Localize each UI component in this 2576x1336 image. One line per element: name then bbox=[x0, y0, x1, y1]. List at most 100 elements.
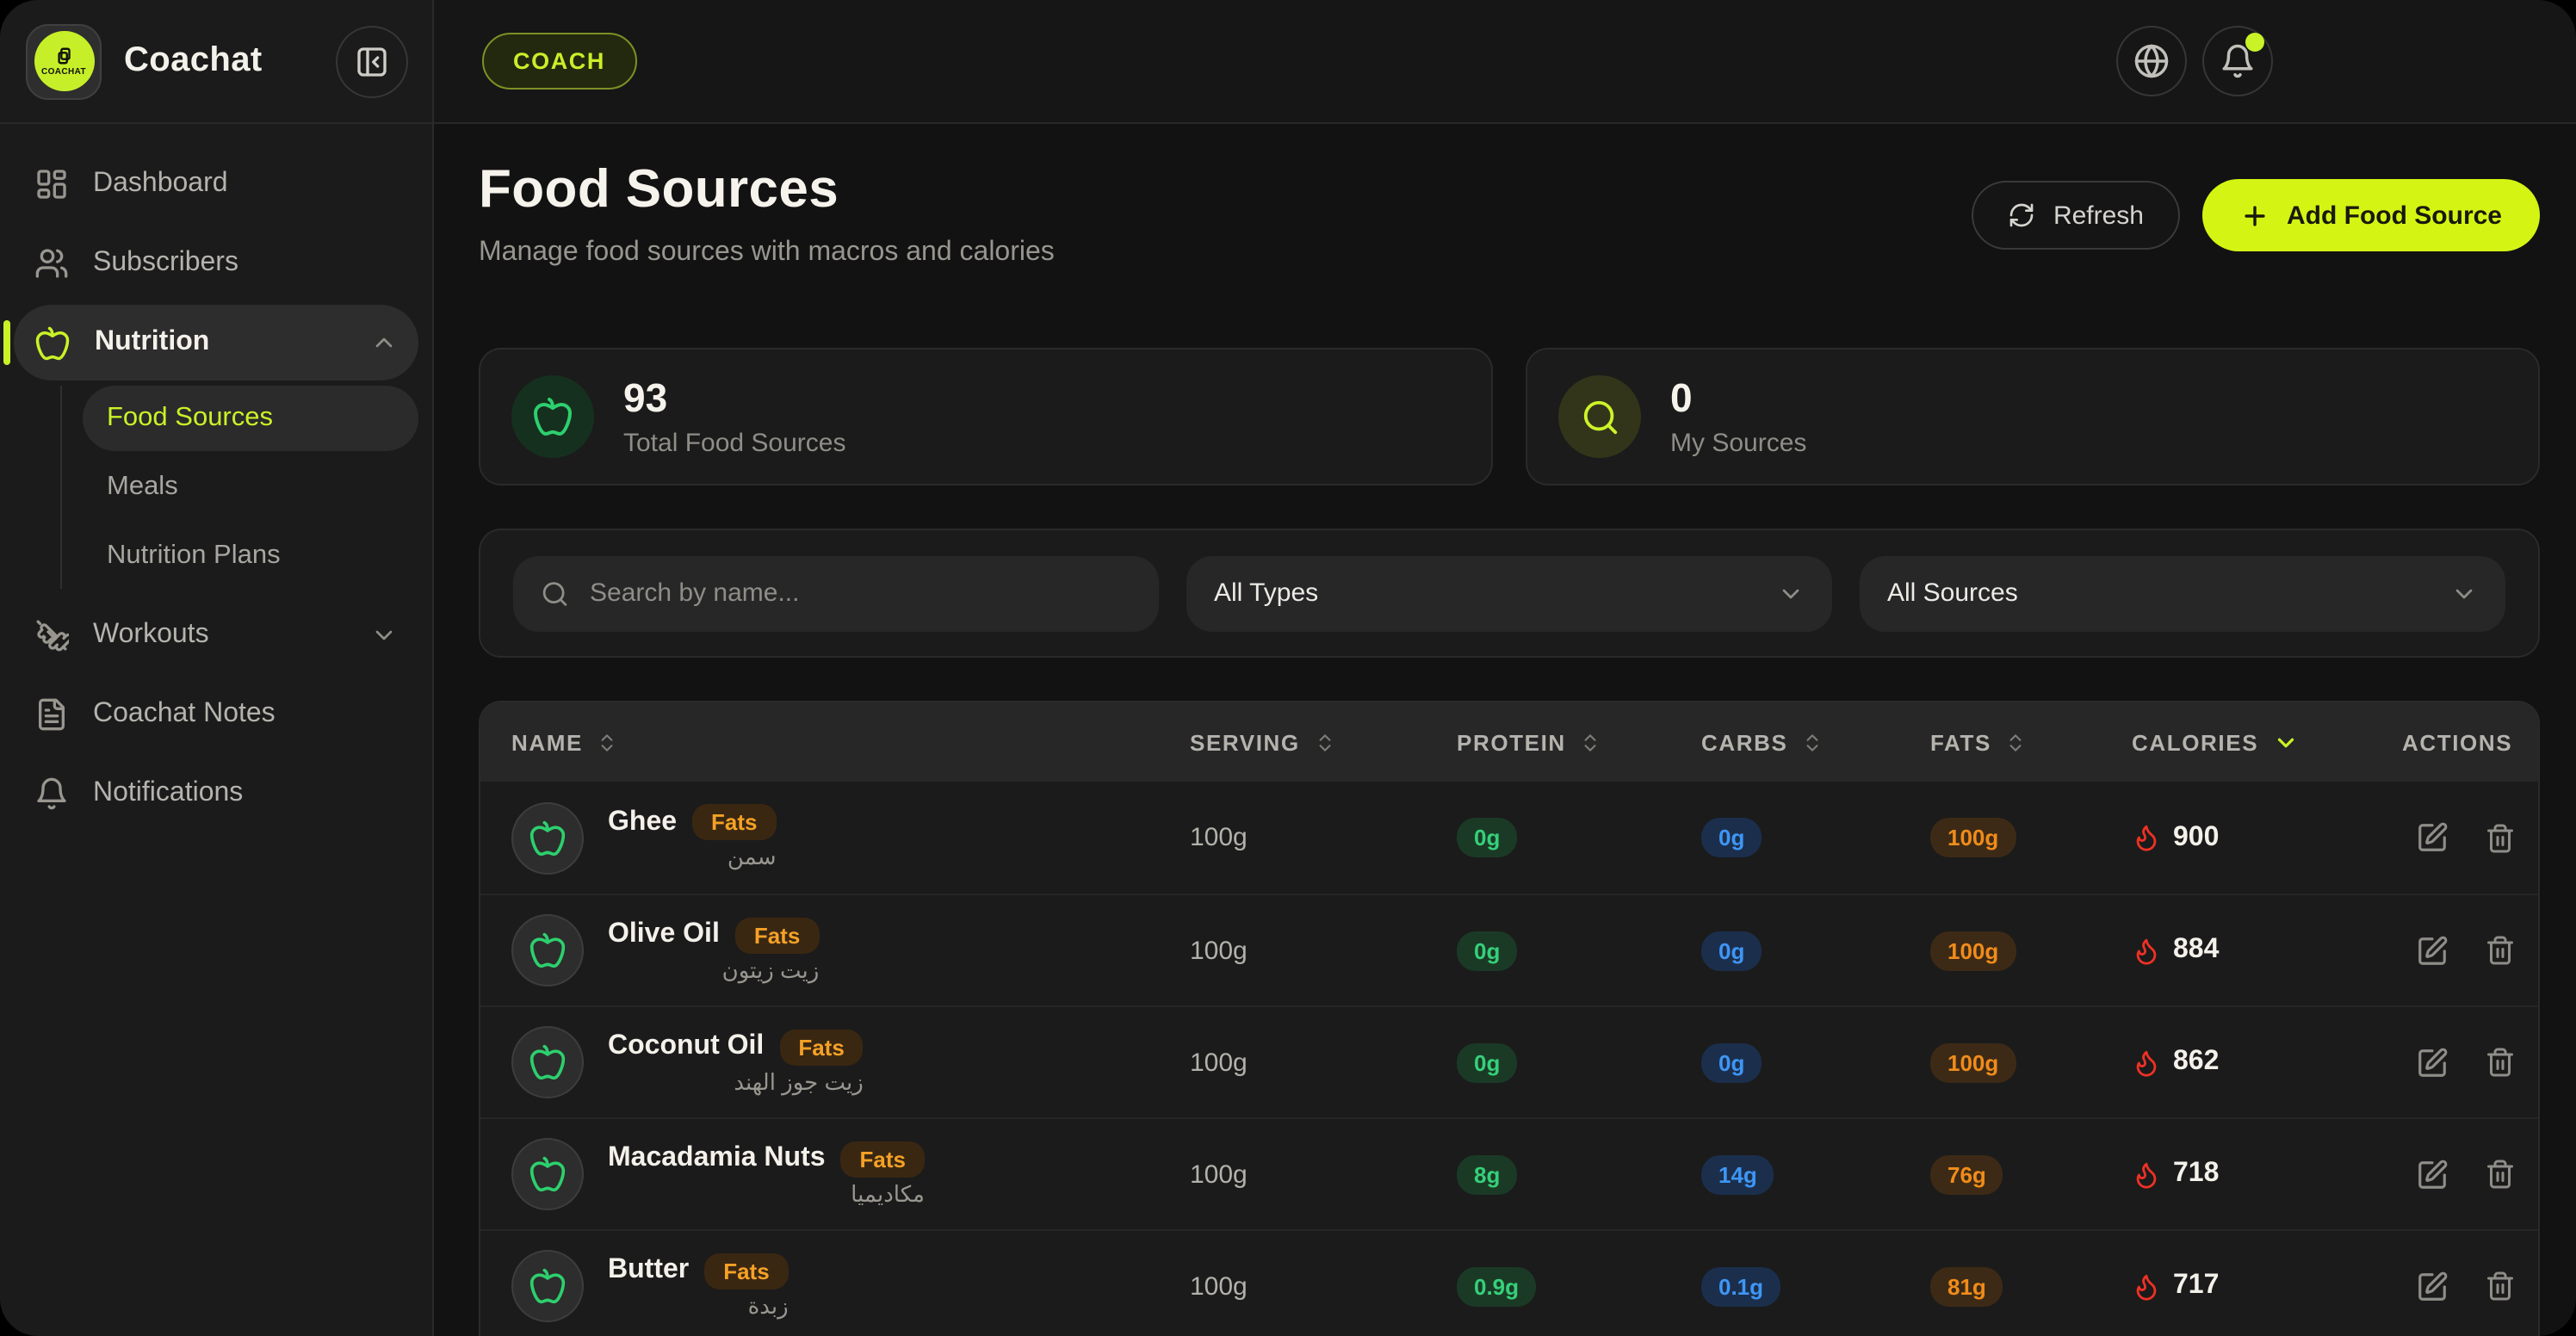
table-row[interactable]: Macadamia Nuts Fats مكاديميا 100g 8g 14g… bbox=[480, 1117, 2538, 1229]
page-header: Food Sources Manage food sources with ma… bbox=[479, 158, 2540, 269]
protein-cell: 8g bbox=[1457, 1154, 1701, 1194]
delete-button[interactable] bbox=[2485, 1159, 2516, 1190]
trash-icon bbox=[2487, 823, 2513, 852]
carbs-cell: 0g bbox=[1701, 1042, 1930, 1082]
sort-icon bbox=[1580, 731, 1602, 753]
sort-icon bbox=[597, 731, 619, 753]
fats-badge: 100g bbox=[1930, 1042, 2016, 1082]
sidebar: COACHAT Coachat Dashboard Su bbox=[0, 0, 434, 1336]
sidebar-item-label: Workouts bbox=[93, 620, 209, 649]
sidebar-item-meals[interactable]: Meals bbox=[83, 455, 418, 520]
sidebar-item-food-sources[interactable]: Food Sources bbox=[83, 386, 418, 451]
search-input[interactable] bbox=[590, 578, 1131, 608]
edit-pencil-icon bbox=[2418, 822, 2448, 851]
chevron-down-icon bbox=[370, 622, 398, 649]
row-actions bbox=[2402, 1158, 2516, 1191]
apple-icon bbox=[34, 325, 71, 361]
edit-pencil-icon bbox=[2418, 935, 2448, 964]
food-name-line: Coconut Oil Fats bbox=[608, 1029, 864, 1065]
column-header-name[interactable]: NAME bbox=[511, 729, 1190, 755]
language-button[interactable] bbox=[2116, 26, 2187, 96]
column-header-carbs[interactable]: CARBS bbox=[1701, 729, 1930, 755]
column-label: CARBS bbox=[1701, 729, 1788, 755]
food-avatar bbox=[511, 1250, 584, 1322]
column-header-calories[interactable]: CALORIES bbox=[2132, 729, 2402, 755]
food-name: Ghee bbox=[608, 807, 678, 836]
sidebar-item-coachat-notes[interactable]: Coachat Notes bbox=[14, 677, 418, 752]
edit-pencil-icon bbox=[2418, 1047, 2448, 1076]
calories-value: 884 bbox=[2173, 935, 2220, 964]
food-name-block: Ghee Fats سمن bbox=[608, 804, 777, 871]
stat-text: 93 Total Food Sources bbox=[623, 375, 846, 458]
protein-badge: 0.9g bbox=[1457, 1266, 1537, 1306]
carbs-badge: 14g bbox=[1701, 1154, 1774, 1194]
chevron-up-icon bbox=[370, 329, 398, 356]
edit-button[interactable] bbox=[2416, 1270, 2449, 1302]
table-row[interactable]: Coconut Oil Fats زيت جوز الهند 100g 0g 0… bbox=[480, 1005, 2538, 1117]
edit-button[interactable] bbox=[2416, 1158, 2449, 1191]
column-header-protein[interactable]: PROTEIN bbox=[1457, 729, 1701, 755]
role-badge: COACH bbox=[482, 33, 636, 90]
apple-icon bbox=[529, 1156, 566, 1192]
sidebar-item-notifications[interactable]: Notifications bbox=[14, 756, 418, 832]
table-row[interactable]: Butter Fats زبدة 100g 0.9g 0.1g 81g 717 bbox=[480, 1229, 2538, 1336]
sidebar-item-nutrition-plans[interactable]: Nutrition Plans bbox=[83, 523, 418, 589]
food-avatar bbox=[511, 1138, 584, 1210]
flame-icon bbox=[2132, 1048, 2161, 1077]
food-name-cell: Butter Fats زبدة bbox=[511, 1250, 1190, 1322]
topbar-actions bbox=[2116, 26, 2273, 96]
stat-card-my-sources: 0 My Sources bbox=[1526, 348, 2540, 486]
food-name-cell: Coconut Oil Fats زيت جوز الهند bbox=[511, 1026, 1190, 1098]
notifications-button[interactable] bbox=[2202, 26, 2273, 96]
sidebar-item-nutrition[interactable]: Nutrition bbox=[3, 305, 418, 380]
delete-button[interactable] bbox=[2485, 935, 2516, 966]
protein-badge: 0g bbox=[1457, 931, 1518, 970]
page-header-text: Food Sources Manage food sources with ma… bbox=[479, 158, 1055, 269]
fats-badge: 100g bbox=[1930, 818, 2016, 857]
sidebar-item-workouts[interactable]: Workouts bbox=[14, 597, 418, 673]
sidebar-item-dashboard[interactable]: Dashboard bbox=[14, 146, 418, 222]
add-food-source-button[interactable]: Add Food Source bbox=[2202, 179, 2540, 251]
sidebar-item-subscribers[interactable]: Subscribers bbox=[14, 226, 418, 301]
sidebar-subitem-label: Food Sources bbox=[107, 403, 273, 432]
column-header-fats[interactable]: FATS bbox=[1930, 729, 2132, 755]
carbs-cell: 14g bbox=[1701, 1154, 1930, 1194]
edit-button[interactable] bbox=[2416, 821, 2449, 854]
fats-badge: 76g bbox=[1930, 1154, 2003, 1194]
category-badge: Fats bbox=[779, 1029, 864, 1065]
plus-icon bbox=[2245, 205, 2265, 226]
sidebar-nav: Dashboard Subscribers Nutrition bbox=[0, 124, 432, 854]
calories-cell: 718 bbox=[2132, 1159, 2402, 1190]
page-header-actions: Refresh Add Food Source bbox=[1972, 179, 2540, 251]
brand-name: Coachat bbox=[124, 41, 263, 79]
sidebar-header: COACHAT Coachat bbox=[0, 0, 432, 124]
edit-button[interactable] bbox=[2416, 934, 2449, 967]
table-row[interactable]: Ghee Fats سمن 100g 0g 0g 100g 900 bbox=[480, 782, 2538, 894]
serving-value: 100g bbox=[1190, 1271, 1248, 1301]
carbs-badge: 0g bbox=[1701, 1042, 1762, 1082]
delete-button[interactable] bbox=[2485, 1047, 2516, 1078]
source-filter-select[interactable]: All Sources bbox=[1860, 555, 2505, 631]
brand-logo[interactable]: COACHAT bbox=[26, 23, 102, 99]
stat-label: Total Food Sources bbox=[623, 429, 846, 458]
table-header: NAME SERVING PROTEIN CARBS bbox=[480, 702, 2538, 782]
flame-icon bbox=[2132, 1271, 2161, 1301]
trash-icon bbox=[2487, 1160, 2513, 1189]
column-header-serving[interactable]: SERVING bbox=[1190, 729, 1457, 755]
delete-button[interactable] bbox=[2485, 1271, 2516, 1302]
table-row[interactable]: Olive Oil Fats زيت زيتون 100g 0g 0g 100g… bbox=[480, 894, 2538, 1005]
stat-card-total-food-sources: 93 Total Food Sources bbox=[479, 348, 1493, 486]
flame-icon bbox=[2132, 1160, 2161, 1189]
sidebar-subitem-label: Meals bbox=[107, 472, 178, 501]
sidebar-collapse-button[interactable] bbox=[336, 25, 408, 97]
panel-left-close-icon bbox=[357, 46, 387, 76]
trash-icon bbox=[2487, 1048, 2513, 1077]
food-name-arabic: زيت زيتون bbox=[721, 956, 820, 982]
delete-button[interactable] bbox=[2485, 822, 2516, 853]
nutrition-submenu: Food Sources Meals Nutrition Plans bbox=[60, 386, 418, 589]
refresh-button[interactable]: Refresh bbox=[1972, 181, 2180, 250]
edit-button[interactable] bbox=[2416, 1046, 2449, 1079]
sidebar-item-label: Nutrition bbox=[95, 327, 210, 356]
type-filter-select[interactable]: All Types bbox=[1186, 555, 1832, 631]
category-badge: Fats bbox=[692, 804, 777, 840]
